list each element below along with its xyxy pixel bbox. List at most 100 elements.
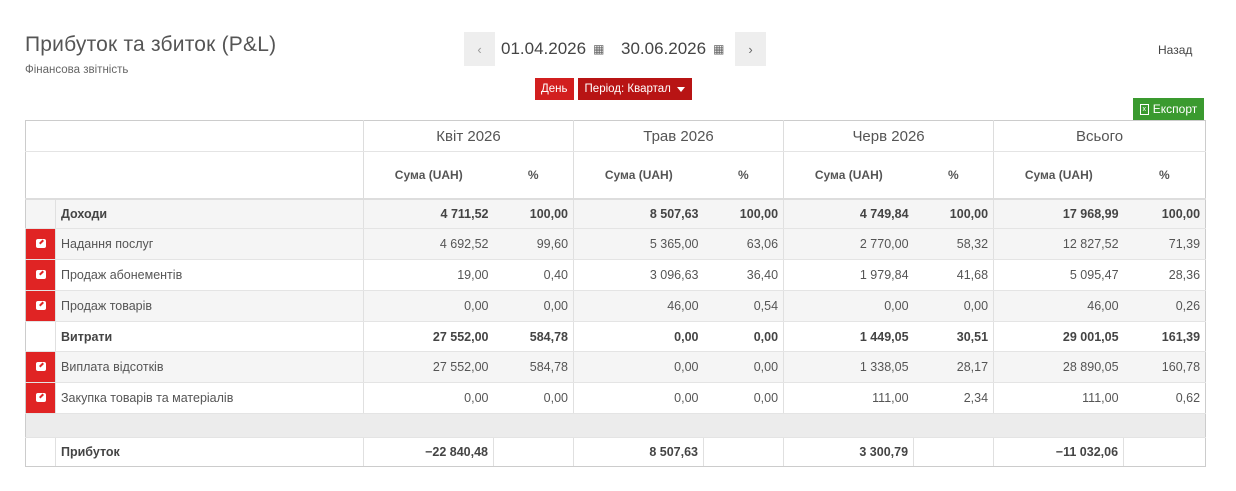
cell-value: 41,68 [913,259,994,291]
cell-value: 58,32 [913,228,994,260]
cell-value: 5 365,00 [573,228,704,260]
table-header-sub: Сума (UAH) % Сума (UAH) % Сума (UAH) % С… [25,151,1206,200]
cell-value: 0,62 [1123,382,1206,414]
cell-value: 1 449,05 [783,321,914,352]
cell-value: 99,60 [493,228,574,260]
cell-value: 100,00 [1123,198,1206,229]
day-button[interactable]: День [535,78,574,100]
prev-period-button[interactable]: ‹ [464,32,495,66]
cell-value: 0,00 [703,321,784,352]
sum-header: Сума (UAH) [993,151,1124,200]
cell-value: 1 338,05 [783,351,914,383]
table-row: Виплата відсотків 27 552,00 584,78 0,00 … [25,351,1206,383]
row-name: Надання послуг [55,228,364,260]
row-name: Витрати [55,321,364,352]
column-header: Квіт 2026 [362,120,574,152]
back-link[interactable]: Назад [1158,43,1193,57]
cell-value: 71,39 [1123,228,1206,260]
cell-value: 4 711,52 [363,198,494,229]
cell-value: 46,00 [573,290,704,322]
cell-value: 111,00 [783,382,914,414]
cell-value: −11 032,06 [993,437,1124,467]
chevron-right-icon: › [748,41,753,57]
profit-row: Прибуток −22 840,48 8 507,63 3 300,79 −1… [25,437,1206,467]
cell-value: 111,00 [993,382,1124,414]
cell-value: 36,40 [703,259,784,291]
cell-value: 63,06 [703,228,784,260]
cell-value: 2,34 [913,382,994,414]
calendar-icon[interactable]: ▦ [713,42,725,56]
table-row: Продаж товарів 0,00 0,00 46,00 0,54 0,00… [25,290,1206,322]
table-row: Закупка товарів та матеріалів 0,00 0,00 … [25,382,1206,414]
cell-value: 1 979,84 [783,259,914,291]
cell-value: 0,40 [493,259,574,291]
cell-value: 28 890,05 [993,351,1124,383]
pct-header: % [493,151,574,200]
edit-icon[interactable] [26,260,55,290]
page-title: Прибуток та збиток (P&L) [25,33,277,56]
row-name: Прибуток [55,437,364,467]
row-name: Доходи [55,198,364,229]
cell-value: 19,00 [363,259,494,291]
cell-value: 2 770,00 [783,228,914,260]
cell-value: 0,00 [573,382,704,414]
cell-value: 0,00 [783,290,914,322]
column-header: Черв 2026 [783,120,994,152]
cell-value: 100,00 [493,198,574,229]
edit-icon[interactable] [26,291,55,321]
row-name: Продаж абонементів [55,259,364,291]
cell-value: 28,36 [1123,259,1206,291]
edit-icon[interactable] [26,383,55,413]
cell-value: 8 507,63 [573,437,704,467]
cell-value: 27 552,00 [363,321,494,352]
cell-value: 0,00 [703,351,784,383]
cell-value: 161,39 [1123,321,1206,352]
edit-icon[interactable] [26,229,55,259]
cell-value: 5 095,47 [993,259,1124,291]
cell-value: 29 001,05 [993,321,1124,352]
column-header: Всього [993,120,1206,152]
cell-value: 0,00 [363,382,494,414]
cell-value: 3 300,79 [783,437,914,467]
table-row: Доходи 4 711,52 100,00 8 507,63 100,00 4… [25,198,1206,229]
cell-value: 584,78 [493,321,574,352]
cell-value: 3 096,63 [573,259,704,291]
edit-icon[interactable] [26,352,55,382]
pct-header: % [913,151,994,200]
cell-value: 46,00 [993,290,1124,322]
cell-value: 4 749,84 [783,198,914,229]
caret-down-icon [676,86,685,92]
cell-value: 160,78 [1123,351,1206,383]
calendar-icon[interactable]: ▦ [593,42,605,56]
cell-value: 0,54 [703,290,784,322]
row-name: Закупка товарів та матеріалів [55,382,364,414]
pct-header: % [1123,151,1206,200]
cell-value: 27 552,00 [363,351,494,383]
date-from[interactable]: 01.04.2026 ▦ [501,39,604,59]
cell-value: 0,26 [1123,290,1206,322]
row-name: Продаж товарів [55,290,364,322]
date-to-value: 30.06.2026 [621,39,707,58]
next-period-button[interactable]: › [735,32,766,66]
cell-value: 0,00 [573,351,704,383]
period-dropdown[interactable]: Період: Квартал [577,78,692,100]
sum-header: Сума (UAH) [573,151,704,200]
chevron-left-icon: ‹ [477,41,482,57]
pct-header: % [703,151,784,200]
cell-value: 100,00 [703,198,784,229]
cell-value: 4 692,52 [363,228,494,260]
cell-value: 30,51 [913,321,994,352]
page-subtitle: Фінансова звітність [25,64,129,76]
cell-value: 0,00 [913,290,994,322]
export-button[interactable]: x Експорт [1133,98,1204,120]
cell-value: 28,17 [913,351,994,383]
spacer-row [25,413,1206,438]
cell-value: 12 827,52 [993,228,1124,260]
table-row: Продаж абонементів 19,00 0,40 3 096,63 3… [25,259,1206,291]
export-label: Експорт [1152,102,1198,116]
period-dropdown-label: Період: Квартал [584,83,671,95]
cell-value: 584,78 [493,351,574,383]
cell-value: 0,00 [703,382,784,414]
date-to[interactable]: 30.06.2026 ▦ [621,39,724,59]
cell-value: 0,00 [493,290,574,322]
